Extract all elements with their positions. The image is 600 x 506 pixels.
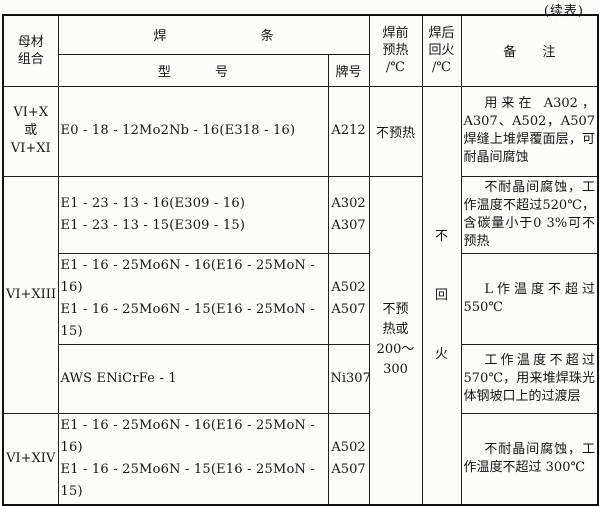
brand-cell: A502 A507 <box>327 412 370 505</box>
header-base-metal-combo: 母材 组合 <box>2 14 59 87</box>
header-row-2: 型 号 牌号 <box>3 53 598 87</box>
table-row: VI+X 或 VI+XI E0 - 18 - 12Mo2Nb - 16(E318… <box>2 85 599 505</box>
model-cell: AWS ENiCrFe - 1 <box>57 343 329 414</box>
welding-rod-selection-table: 母材 组合 焊 条 焊前 预热 /℃ 焊后 回火 /℃ 备 注 型 号 牌号 V… <box>2 14 600 506</box>
base-combo-cell: VI+XIV <box>2 412 59 505</box>
table-row: AWS ENiCrFe - 1 Ni307 工作温度不超过570℃，用来堆焊珠光… <box>3 343 599 414</box>
brand-cell: A302 A307 <box>327 175 370 254</box>
model-cell: E1 - 23 - 13 - 16(E309 - 16) E1 - 23 - 1… <box>57 175 329 254</box>
temper-merged-cell: 不 回 火 <box>421 85 462 505</box>
model-cell: E0 - 18 - 12Mo2Nb - 16(E318 - 16) <box>57 85 329 177</box>
brand-cell: A502 A507 <box>327 252 370 345</box>
base-combo-cell: VI+XIII <box>2 175 59 414</box>
header-model: 型 号 <box>57 53 329 87</box>
brand-cell: A212 <box>327 85 370 177</box>
header-electrode: 焊 条 <box>57 14 370 55</box>
header-brand: 牌号 <box>327 53 370 87</box>
header-temper: 焊后 回火 /℃ <box>421 14 462 87</box>
header-row-1: 母材 组合 焊 条 焊前 预热 /℃ 焊后 回火 /℃ 备 注 <box>2 14 599 87</box>
remark-cell: 不耐晶间腐蚀，工作温度不超过520℃，含碳量小于0 3%可不预热 <box>460 175 599 254</box>
header-remark: 备 注 <box>460 14 599 87</box>
brand-cell: Ni307 <box>327 343 370 414</box>
table-row: E1 - 16 - 25Mo6N - 16(E16 - 25MoN - 16) … <box>3 252 599 345</box>
remark-cell: 用来在 A302，A307、A502，A507焊缝上堆焊覆面层，可耐晶间腐蚀 <box>460 85 599 177</box>
model-cell: E1 - 16 - 25Mo6N - 16(E16 - 25MoN - 16) … <box>57 252 329 345</box>
remark-cell: 不耐晶间腐蚀，工作温度不超过 300℃ <box>460 412 599 505</box>
preheat-merged-cell: 不预 热或 200～ 300 <box>368 175 423 505</box>
header-preheat: 焊前 预热 /℃ <box>368 14 423 87</box>
table-row: VI+XIII E1 - 23 - 13 - 16(E309 - 16) E1 … <box>2 175 599 505</box>
remark-cell: 工作温度不超过570℃，用来堆焊珠光体钢坡口上的过渡层 <box>460 343 599 414</box>
remark-cell: L作温度不超过550℃ <box>460 252 599 345</box>
base-combo-cell: VI+X 或 VI+XI <box>2 85 59 177</box>
model-cell: E1 - 16 - 25Mo6N - 16(E16 - 25MoN - 16) … <box>57 412 329 505</box>
table-row: VI+XIV E1 - 16 - 25Mo6N - 16(E16 - 25MoN… <box>2 412 599 505</box>
preheat-cell: 不预热 <box>368 85 423 177</box>
